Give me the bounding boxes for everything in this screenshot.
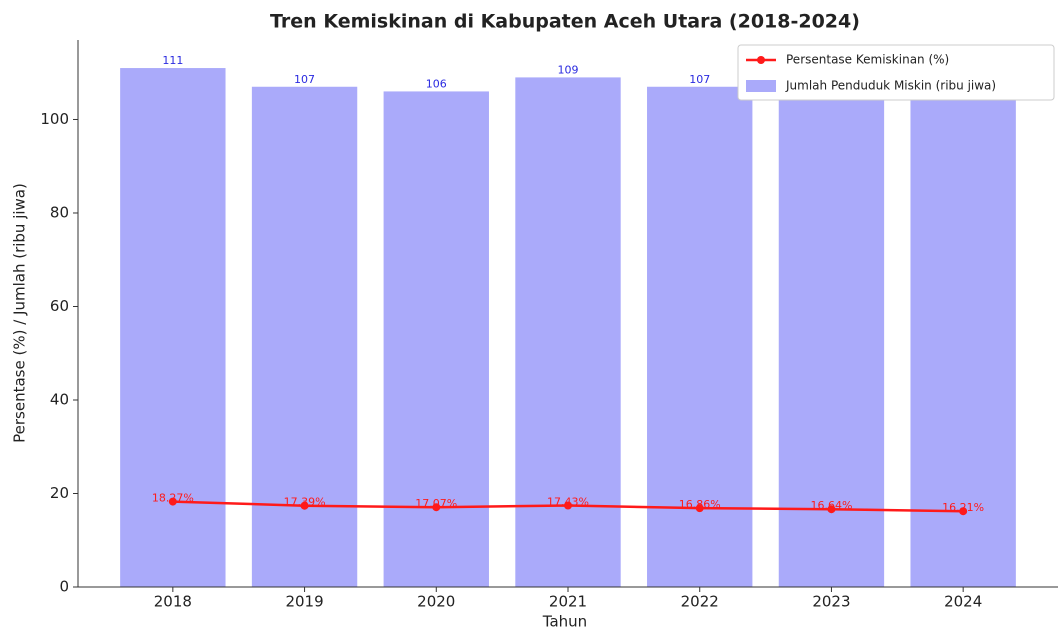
bar-value-label: 107 xyxy=(294,73,315,86)
bar-value-label: 111 xyxy=(162,54,183,67)
line-marker xyxy=(300,501,309,510)
bar-value-label: 109 xyxy=(558,63,579,76)
line-value-label: 17.07% xyxy=(415,497,457,510)
y-tick-label: 40 xyxy=(50,390,69,408)
line-value-label: 18.27% xyxy=(152,492,194,505)
line-value-label: 16.86% xyxy=(679,498,721,511)
x-tick-label: 2024 xyxy=(944,593,982,611)
line-value-label: 17.43% xyxy=(547,496,589,509)
line-value-label: 17.39% xyxy=(284,496,326,509)
legend-box xyxy=(737,44,1055,101)
x-tick-label: 2019 xyxy=(285,593,323,611)
bar-value-label: 106 xyxy=(426,77,447,90)
bar xyxy=(778,91,885,587)
line-marker xyxy=(564,501,572,510)
y-tick-label: 60 xyxy=(50,297,69,315)
x-tick-label: 2018 xyxy=(154,593,192,611)
line-marker xyxy=(959,507,968,516)
legend: Persentase Kemiskinan (%) Jumlah Penduduk… xyxy=(737,44,1055,101)
legend-patch xyxy=(746,80,776,92)
line-marker xyxy=(827,505,836,514)
y-tick-label: 100 xyxy=(40,110,69,128)
x-tick-label: 2023 xyxy=(812,593,850,611)
x-tick-label: 2022 xyxy=(681,593,719,611)
line-marker xyxy=(168,497,177,506)
bar xyxy=(647,86,753,587)
y-tick-label: 20 xyxy=(50,484,69,502)
line-value-label: 16.21% xyxy=(942,501,984,514)
y-axis-label: Persentase (%) / Jumlah (ribu jiwa) xyxy=(11,183,29,443)
line-value-label: 16.64% xyxy=(810,499,852,512)
legend-label: Jumlah Penduduk Miskin (ribu jiwa) xyxy=(785,79,996,93)
bar-value-label: 107 xyxy=(689,73,710,86)
bar xyxy=(910,96,1016,587)
bar xyxy=(515,77,621,588)
x-tick-label: 2020 xyxy=(417,593,455,611)
chart-title: Tren Kemiskinan di Kabupaten Aceh Utara … xyxy=(270,11,860,33)
y-tick-label: 80 xyxy=(50,203,69,221)
bar xyxy=(251,86,358,587)
bar xyxy=(383,91,489,587)
legend-marker xyxy=(757,56,765,64)
line-marker xyxy=(695,504,704,513)
line-marker xyxy=(432,503,441,512)
legend-label: Persentase Kemiskinan (%) xyxy=(786,53,949,67)
x-axis-label: Tahun xyxy=(542,613,587,631)
bar xyxy=(120,68,226,588)
x-tick-label: 2021 xyxy=(549,593,587,611)
y-tick-label: 0 xyxy=(59,578,69,596)
